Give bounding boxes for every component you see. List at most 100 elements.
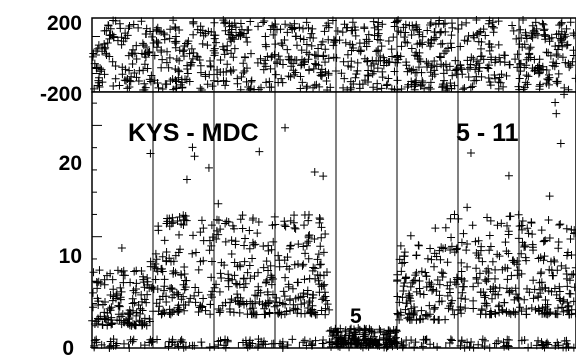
upper-data-point (271, 20, 280, 29)
upper-data-point (208, 82, 217, 91)
lower-data-point (267, 280, 276, 289)
upper-data-point (187, 58, 196, 67)
lower-data-point (414, 241, 423, 250)
lower-data-point (336, 324, 345, 333)
upper-data-point (522, 55, 531, 64)
annotation-kys-mdc: KYS - MDC (128, 119, 259, 147)
lower-data-point (435, 291, 444, 300)
lower-data-point (126, 335, 135, 344)
lower-data-point (430, 303, 439, 312)
upper-data-point (387, 45, 396, 54)
lower-data-point (112, 339, 121, 348)
upper-data-point (539, 26, 548, 35)
upper-data-point (103, 38, 112, 47)
lower-data-point (570, 226, 576, 235)
lower-data-point (529, 276, 538, 285)
lower-data-point (401, 305, 410, 314)
upper-data-point (260, 17, 269, 26)
lower-data-point (181, 342, 190, 351)
lower-data-point (545, 233, 554, 242)
upper-data-point (287, 23, 296, 32)
lower-data-point (365, 326, 374, 335)
lower-data-point (231, 279, 240, 288)
lower-data-point (446, 299, 455, 308)
lower-data-point (274, 251, 283, 260)
upper-data-point (269, 30, 278, 39)
upper-data-point (500, 58, 509, 67)
lower-data-point (259, 242, 268, 251)
lower-data-point (206, 300, 215, 309)
lower-data-point (89, 268, 98, 277)
upper-data-point (541, 31, 550, 40)
lower-data-point (513, 293, 522, 302)
upper-data-point (401, 28, 410, 37)
upper-data-point (382, 81, 391, 90)
upper-data-point (494, 17, 503, 26)
lower-data-point (545, 192, 554, 201)
lower-data-point (534, 254, 543, 263)
upper-data-point (559, 33, 568, 42)
upper-data-point (278, 78, 287, 87)
lower-data-point (472, 264, 481, 273)
lower-data-point (95, 266, 104, 275)
upper-data-point (542, 65, 551, 74)
lower-data-point (514, 294, 523, 303)
lower-data-point (207, 221, 216, 230)
upper-data-point (561, 32, 570, 41)
lower-data-point (131, 288, 140, 297)
upper-data-point (434, 19, 443, 28)
lower-data-point (514, 234, 523, 243)
upper-data-point (524, 53, 533, 62)
upper-data-point (259, 65, 268, 74)
lower-data-point (255, 297, 264, 306)
lower-data-point (236, 293, 245, 302)
lower-data-point (426, 310, 435, 319)
lower-data-point (437, 297, 446, 306)
lower-data-point (194, 307, 203, 316)
upper-data-point (324, 23, 333, 32)
lower-data-point (117, 268, 126, 277)
upper-data-point (456, 60, 465, 69)
lower-data-point (329, 330, 338, 339)
lower-data-point (148, 283, 157, 292)
upper-data-point (314, 61, 323, 70)
lower-data-point (504, 171, 513, 180)
upper-data-point (533, 31, 542, 40)
lower-data-point (431, 224, 440, 233)
upper-data-point (368, 69, 377, 78)
lower-data-point (404, 313, 413, 322)
lower-data-point (457, 238, 466, 247)
lower-data-point (447, 233, 456, 242)
lower-data-point (540, 252, 549, 261)
lower-data-point (119, 318, 128, 327)
upper-data-point (247, 49, 256, 58)
lower-data-point (299, 338, 308, 347)
upper-data-point (221, 26, 230, 35)
lower-data-point (438, 272, 447, 281)
lower-data-point (212, 226, 221, 235)
lower-data-point (142, 298, 151, 307)
lower-data-point (212, 280, 221, 289)
upper-data-point (142, 43, 151, 52)
lower-data-point (146, 257, 155, 266)
upper-data-point (178, 47, 187, 56)
lower-data-point (207, 293, 216, 302)
lower-data-point (262, 257, 271, 266)
upper-data-point (401, 37, 410, 46)
upper-data-point (374, 18, 383, 27)
upper-data-point (552, 30, 561, 39)
lower-data-point (303, 286, 312, 295)
lower-data-point (491, 309, 500, 318)
lower-data-point (520, 241, 529, 250)
lower-data-point (491, 265, 500, 274)
lower-data-point (105, 343, 114, 352)
upper-data-point (284, 72, 293, 81)
upper-data-point (306, 33, 315, 42)
upper-data-point (117, 40, 126, 49)
upper-data-point (403, 82, 412, 91)
lower-data-point (463, 240, 472, 249)
upper-data-point (141, 30, 150, 39)
lower-data-point (562, 269, 571, 278)
lower-data-point (253, 229, 262, 238)
upper-data-point (403, 67, 412, 76)
